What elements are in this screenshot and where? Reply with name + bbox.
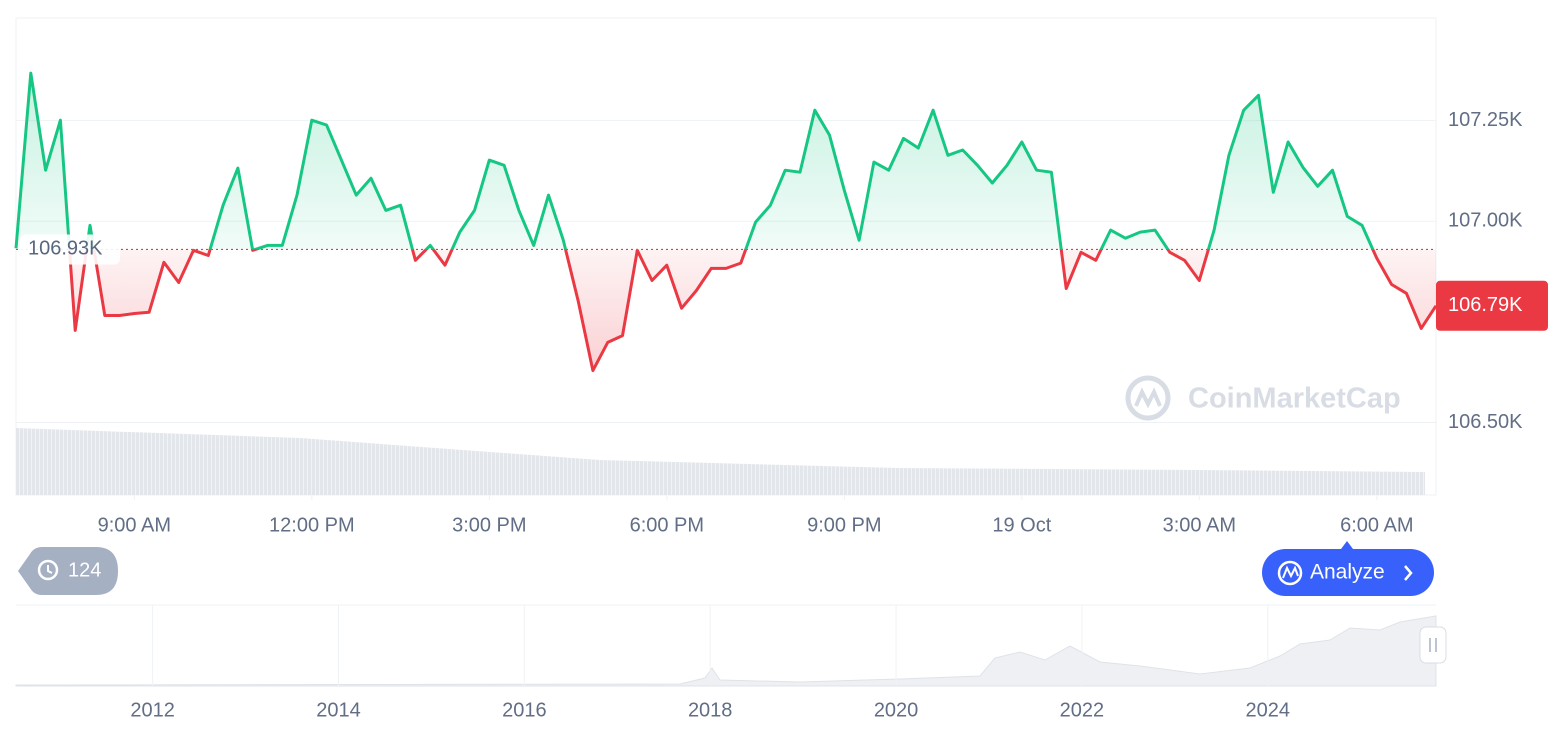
x-tick-label: 3:00 PM xyxy=(452,514,526,536)
y-tick-label: 107.25K xyxy=(1448,109,1523,131)
watermark-text: CoinMarketCap xyxy=(1188,383,1401,415)
history-badge[interactable]: 124 xyxy=(18,547,118,595)
navigator-tick-label: 2018 xyxy=(688,699,733,721)
x-tick-label: 19 Oct xyxy=(992,514,1051,536)
x-tick-label: 3:00 AM xyxy=(1163,514,1236,536)
x-tick-label: 12:00 PM xyxy=(269,514,355,536)
analyze-label: Analyze xyxy=(1310,561,1385,584)
last-price-label: 106.79K xyxy=(1448,294,1523,316)
x-tick-label: 6:00 AM xyxy=(1340,514,1413,536)
navigator-tick-label: 2024 xyxy=(1246,699,1291,721)
price-line xyxy=(14,71,1438,373)
y-tick-label: 107.00K xyxy=(1448,210,1523,232)
volume-area xyxy=(16,428,1425,495)
navigator-tick-label: 2016 xyxy=(502,699,547,721)
navigator: 2012 2014 2016 2018 2020 2022 2024 xyxy=(15,604,1447,721)
navigator-handle[interactable] xyxy=(1419,626,1447,664)
baseline-label-bg xyxy=(20,234,120,265)
navigator-tick-label: 2022 xyxy=(1060,699,1105,721)
history-count: 124 xyxy=(68,559,101,581)
price-area xyxy=(16,73,1436,371)
navigator-tick-label: 2012 xyxy=(130,699,175,721)
analyze-button[interactable]: Analyze xyxy=(1262,541,1434,596)
watermark: CoinMarketCap xyxy=(1125,375,1401,421)
x-tick-label: 6:00 PM xyxy=(630,514,704,536)
navigator-tick-label: 2014 xyxy=(316,699,361,721)
navigator-tick-label: 2020 xyxy=(874,699,919,721)
last-price-tag xyxy=(1436,280,1548,331)
y-tick-label: 106.50K xyxy=(1448,411,1523,433)
x-tick-label: 9:00 AM xyxy=(98,514,171,536)
baseline-label: 106.93K xyxy=(28,238,103,260)
navigator-area xyxy=(15,615,1437,687)
x-tick-label: 9:00 PM xyxy=(807,514,881,536)
